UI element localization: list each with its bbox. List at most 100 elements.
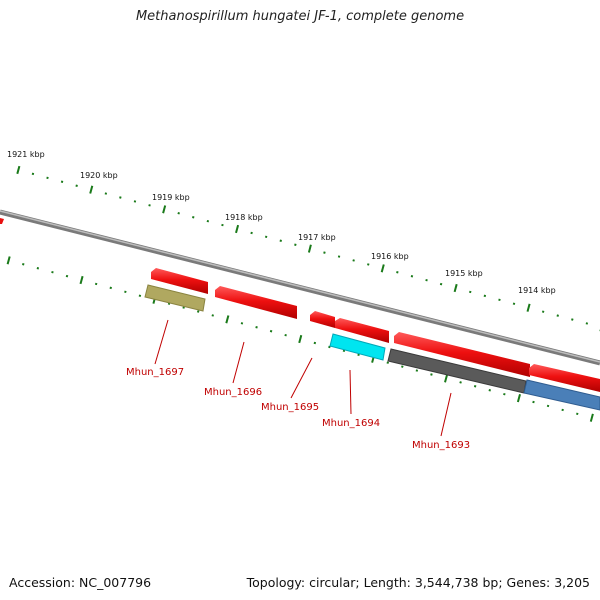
major-tick xyxy=(307,244,312,253)
minor-tick xyxy=(532,400,535,404)
minor-tick xyxy=(410,275,414,278)
minor-tick xyxy=(177,211,180,215)
minor-tick xyxy=(512,302,516,306)
minor-tick xyxy=(352,259,355,262)
minor-tick xyxy=(396,271,399,274)
cds-feature[interactable] xyxy=(151,268,208,294)
minor-tick xyxy=(498,298,501,302)
major-tick xyxy=(526,303,531,312)
minor-tick xyxy=(36,267,40,270)
minor-tick xyxy=(585,322,589,325)
gene-feature-mhun-1697[interactable] xyxy=(144,284,206,312)
major-tick xyxy=(6,256,11,265)
gene-feature-mhun-1694[interactable] xyxy=(329,333,386,361)
minor-tick xyxy=(124,290,127,294)
minor-tick xyxy=(240,322,244,325)
minor-tick xyxy=(133,200,137,203)
minor-tick xyxy=(148,204,151,207)
major-tick xyxy=(453,283,458,293)
leader-line-mhun-1696 xyxy=(232,341,245,384)
cds-feature[interactable] xyxy=(529,364,600,392)
minor-tick xyxy=(94,282,98,286)
minor-tick xyxy=(31,172,35,176)
leader-line-mhun-1695 xyxy=(290,357,313,399)
kbp-label-1914: 1914 kbp xyxy=(518,286,556,295)
minor-tick xyxy=(415,369,419,372)
minor-tick xyxy=(323,251,326,254)
minor-tick xyxy=(65,274,69,278)
gene-track xyxy=(144,284,600,411)
inner-scale-ticks xyxy=(6,256,594,422)
major-tick xyxy=(225,315,230,324)
kbp-label-1916: 1916 kbp xyxy=(371,252,409,261)
gene-label-mhun-1693: Mhun_1693 xyxy=(412,440,470,451)
map-title: Methanospirillum hungatei JF-1, complete… xyxy=(135,9,465,24)
minor-tick xyxy=(279,239,282,243)
minor-tick xyxy=(571,318,574,321)
cds-feature[interactable] xyxy=(394,332,530,377)
gene-label-mhun-1697: Mhun_1697 xyxy=(126,367,184,378)
minor-tick xyxy=(138,294,142,298)
kbp-label-1915: 1915 kbp xyxy=(445,269,483,278)
minor-tick xyxy=(221,223,224,227)
kbp-label-1919: 1919 kbp xyxy=(152,193,190,202)
major-tick xyxy=(89,185,94,194)
minor-tick xyxy=(556,314,559,317)
major-tick xyxy=(298,334,303,344)
minor-tick xyxy=(483,294,487,298)
minor-tick xyxy=(576,412,579,416)
minor-tick xyxy=(469,290,472,294)
major-tick xyxy=(235,224,240,234)
major-tick xyxy=(162,205,167,214)
minor-tick xyxy=(367,263,370,266)
minor-tick xyxy=(337,255,341,258)
kbp-label-1921: 1921 kbp xyxy=(7,150,45,159)
minor-tick xyxy=(357,353,360,357)
leader-line-mhun-1697 xyxy=(154,319,169,365)
kbp-label-1920: 1920 kbp xyxy=(80,171,118,180)
minor-tick xyxy=(425,278,428,282)
leader-line-mhun-1693 xyxy=(440,392,452,437)
gene-label-mhun-1695: Mhun_1695 xyxy=(261,402,319,413)
leader-line-mhun-1694 xyxy=(349,369,352,415)
major-tick xyxy=(444,374,449,383)
minor-tick xyxy=(196,310,200,313)
minor-tick xyxy=(541,310,545,313)
minor-tick xyxy=(51,270,54,274)
minor-tick xyxy=(250,231,253,235)
major-tick xyxy=(516,393,521,403)
minor-tick xyxy=(284,333,287,337)
major-tick xyxy=(16,165,21,175)
cds-track xyxy=(151,268,600,392)
minor-tick xyxy=(46,176,49,180)
accession-text: Accession: NC_007796 xyxy=(9,575,152,590)
minor-tick xyxy=(269,329,273,333)
major-tick xyxy=(79,275,84,285)
gene-label-mhun-1694: Mhun_1694 xyxy=(322,418,380,429)
kbp-label-1918: 1918 kbp xyxy=(225,213,263,222)
cds-feature[interactable] xyxy=(310,311,335,328)
major-tick xyxy=(589,413,594,422)
major-tick xyxy=(380,264,385,273)
minor-tick xyxy=(206,219,210,223)
minor-tick xyxy=(386,361,389,364)
minor-tick xyxy=(22,263,25,266)
minor-tick xyxy=(75,184,78,187)
minor-tick xyxy=(294,243,297,246)
minor-tick xyxy=(192,215,195,219)
minor-tick xyxy=(119,196,122,199)
minor-tick xyxy=(488,389,491,392)
minor-tick xyxy=(255,326,258,329)
minor-tick xyxy=(264,235,268,239)
minor-tick xyxy=(503,392,506,396)
cds-feature[interactable] xyxy=(215,286,297,319)
minor-tick xyxy=(561,408,564,412)
genome-stats-text: Topology: circular; Length: 3,544,738 bp… xyxy=(246,575,590,590)
cds-feature[interactable] xyxy=(335,318,389,343)
gene-feature-next[interactable] xyxy=(523,379,600,411)
minor-tick xyxy=(439,282,443,286)
minor-tick xyxy=(459,381,462,384)
minor-tick xyxy=(60,180,64,183)
outer-scale-ticks xyxy=(16,165,600,332)
cds-feature-edge xyxy=(0,218,4,224)
